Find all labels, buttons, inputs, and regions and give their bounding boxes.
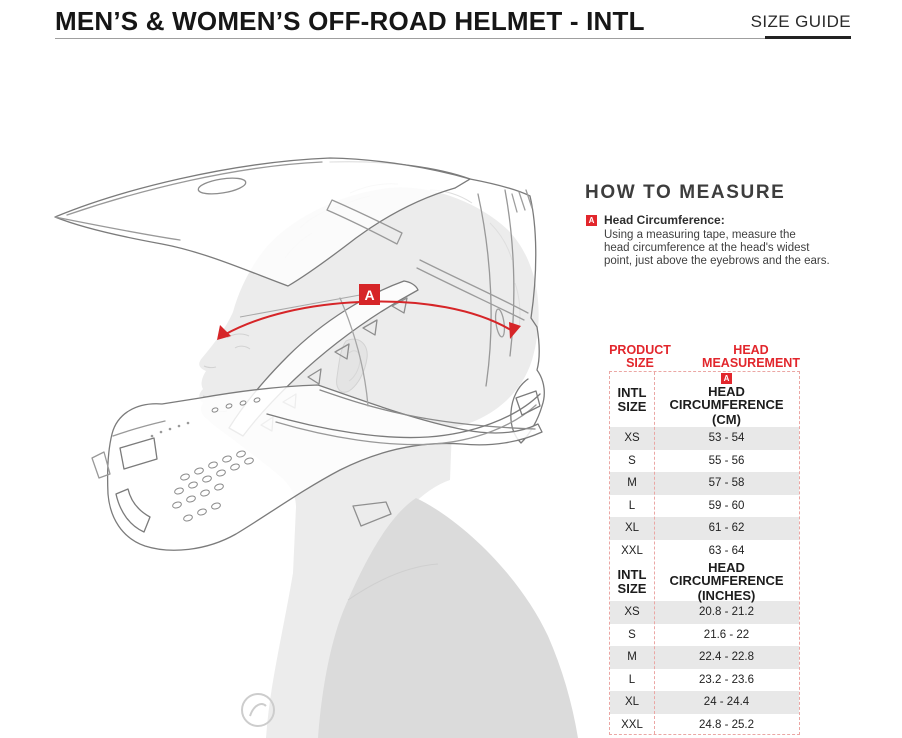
measurement-leader-line [239,294,361,318]
head-measurement-column-header: HEAD MEASUREMENT [702,343,800,370]
table-row: XXL 63 - 64 [621,544,745,557]
how-to-measure-title: HOW TO MEASURE [585,182,786,203]
marker-a-badge: A [721,372,732,384]
shirt-silhouette [318,498,578,738]
table-row: S 21.6 - 22 [628,628,750,641]
bottom-rim [266,393,541,439]
size-table: INTL SIZE A HEAD CIRCUMFERENCE (CM) XS 5… [609,371,800,735]
helmet-diagram: A [54,157,578,738]
table-section-header-cm: INTL SIZE A HEAD CIRCUMFERENCE (CM) [617,372,784,427]
table-column-divider [654,372,655,734]
ear [336,338,368,393]
chin-vents [172,397,261,522]
measure-instruction-line: Using a measuring tape, measure the [604,229,796,241]
table-row: M 57 - 58 [610,472,799,495]
head-silhouette [199,187,539,738]
chin-plate-dots [150,421,190,438]
measure-instruction-line: head circumference at the head's widest [604,242,810,254]
table-row: XXL 24.8 - 25.2 [621,718,754,731]
size-guide-underline [765,36,851,39]
shirt-logo [241,693,275,727]
product-size-column-header: PRODUCT SIZE [609,343,671,370]
measure-instruction-line: point, just above the eyebrows and the e… [604,255,830,267]
table-row: L 59 - 60 [628,499,745,512]
size-guide-tab[interactable]: SIZE GUIDE [750,12,851,31]
table-row: XS 20.8 - 21.2 [610,601,799,624]
table-row: XL 61 - 62 [610,517,799,540]
page-title: MEN’S & WOMEN’S OFF-ROAD HELMET - INTL [55,6,645,36]
table-section-header-inches: INTL SIZE HEAD CIRCUMFERENCE (INCHES) [617,559,784,603]
helmet-peak [54,157,471,287]
table-row: L 23.2 - 23.6 [628,673,754,686]
measurement-marker-a: A [359,284,380,305]
table-row: S 55 - 56 [628,454,745,467]
header-divider [55,38,851,39]
tape-arrow-right [509,322,521,339]
table-row: XS 53 - 54 [610,427,799,450]
peak-vent-slot [197,177,247,195]
measure-item-title: Head Circumference: [604,213,725,227]
svg-text:A: A [364,287,374,303]
table-row: M 22.4 - 22.8 [610,646,799,669]
table-row: XL 24 - 24.4 [610,691,799,714]
tape-arrow-left [217,325,231,340]
marker-a-badge: A [586,215,597,226]
